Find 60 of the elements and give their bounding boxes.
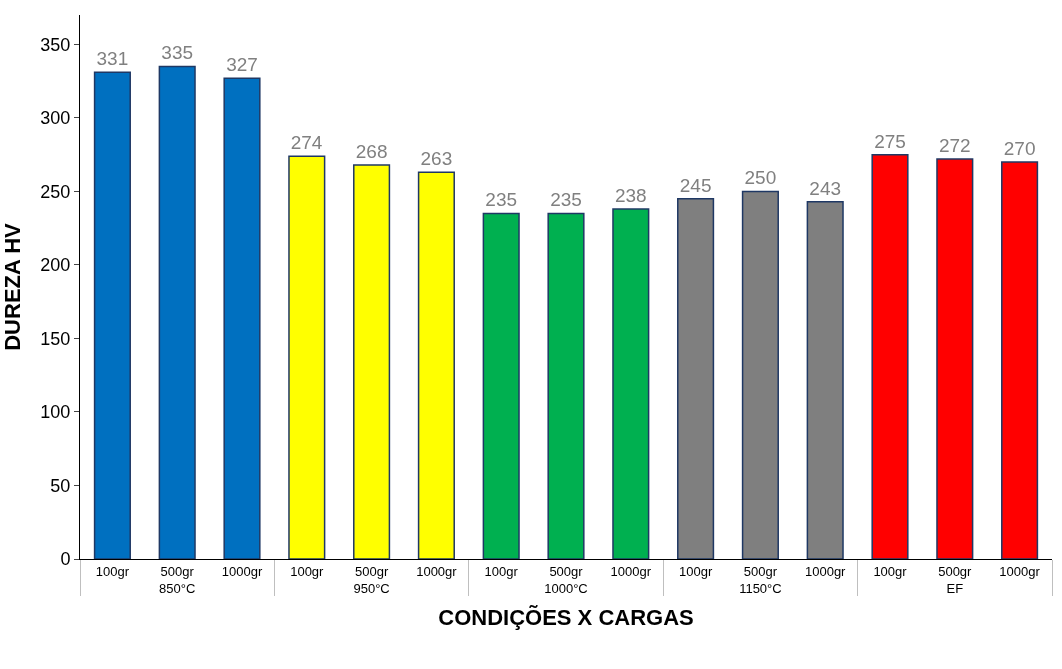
bar <box>936 158 974 559</box>
bar <box>871 153 909 559</box>
x-tick-label: 100gr <box>873 563 908 579</box>
data-label: 268 <box>355 140 388 162</box>
text: 1000°C <box>544 580 588 596</box>
x-tick-label: 500gr <box>938 563 973 579</box>
data-label: 331 <box>96 48 129 70</box>
y-tick-label: 150 <box>40 328 71 349</box>
bar <box>741 190 779 559</box>
y-tick-label: 350 <box>40 34 71 55</box>
data-label: 235 <box>550 189 582 211</box>
y-tick-label: 100 <box>40 402 71 423</box>
x-tick-label: 500gr <box>354 563 389 579</box>
data-label: 275 <box>874 130 906 152</box>
bar <box>677 198 715 559</box>
bar <box>158 65 196 559</box>
data-label: 238 <box>614 185 647 207</box>
x-tick-label: 100gr <box>678 563 713 579</box>
bar <box>547 212 585 559</box>
x-tick-label: 1000gr <box>416 563 458 579</box>
text: 1150°C <box>739 580 782 596</box>
data-label: 263 <box>420 148 453 170</box>
x-tick-label: 100gr <box>290 563 325 579</box>
bar <box>417 171 455 559</box>
x-tick-label: 100gr <box>484 563 519 579</box>
data-label: 243 <box>809 177 842 199</box>
y-tick-label: 200 <box>40 255 71 276</box>
data-label: 274 <box>290 132 323 154</box>
x-tick-label: 500gr <box>743 563 778 579</box>
bar <box>482 212 520 559</box>
y-axis-title: DUREZA HV <box>0 222 25 351</box>
x-tick-label: 1000gr <box>221 563 263 579</box>
y-tick-label: 300 <box>40 108 71 129</box>
x-tick-label: 1000gr <box>610 563 652 579</box>
data-label: 250 <box>744 167 777 189</box>
data-label: 245 <box>679 174 712 196</box>
bar <box>93 71 131 559</box>
y-tick-label: 0 <box>60 549 71 570</box>
bar <box>806 200 844 559</box>
data-label: 270 <box>1003 138 1036 160</box>
x-tick-label: 500gr <box>160 563 195 579</box>
x-tick-label: 1000gr <box>999 563 1041 579</box>
text: 850°C <box>159 580 196 596</box>
bar <box>288 155 326 559</box>
data-label: 327 <box>226 54 258 76</box>
y-tick-label: 250 <box>40 181 71 202</box>
data-label: 235 <box>485 189 518 211</box>
text: EF <box>946 580 964 596</box>
x-tick-label: 1000gr <box>804 563 847 579</box>
bar <box>612 208 650 559</box>
data-label: 335 <box>161 42 194 64</box>
bar <box>1001 161 1039 559</box>
data-label: 272 <box>938 135 971 157</box>
text: 950°C <box>353 580 390 596</box>
bar <box>223 77 261 559</box>
y-tick-label: 50 <box>50 475 71 496</box>
x-tick-label: 100gr <box>95 563 130 579</box>
bar <box>353 164 391 559</box>
x-axis-title: CONDIÇÕES X CARGAS <box>438 605 694 631</box>
x-tick-label: 500gr <box>549 563 584 579</box>
